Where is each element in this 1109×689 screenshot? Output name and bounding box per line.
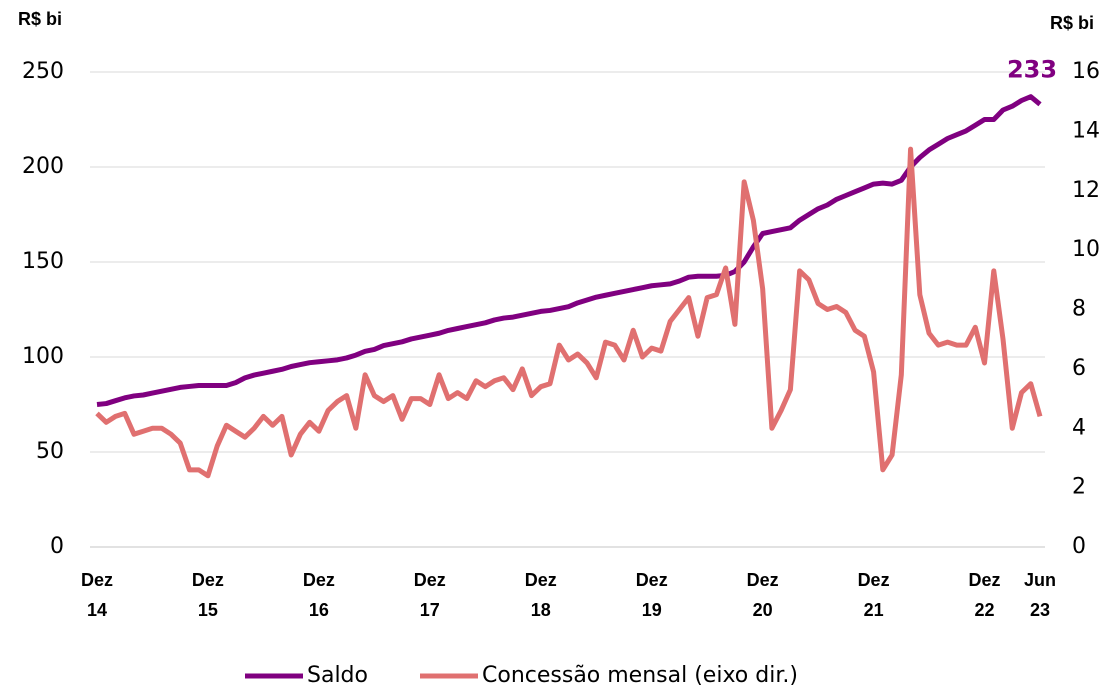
series-line <box>95 146 1043 479</box>
x-tick-label: Dez 20 <box>746 570 779 620</box>
y2-tick-label: 6 <box>1072 356 1086 381</box>
y2-tick-label: 12 <box>1072 178 1100 203</box>
x-tick-label: Dez 22 <box>968 570 1001 620</box>
y-tick-label: 150 <box>22 249 64 274</box>
x-tick-label: Dez 16 <box>302 570 335 620</box>
series-line <box>96 94 1042 407</box>
y-tick-label: 200 <box>22 154 64 179</box>
x-tick-label: Dez 18 <box>524 570 557 620</box>
y2-tick-label: 8 <box>1072 297 1086 322</box>
x-tick-label: Dez 19 <box>635 570 668 620</box>
y-tick-label: 250 <box>22 59 64 84</box>
x-tick-label: Dez 21 <box>857 570 890 620</box>
y2-tick-label: 0 <box>1072 534 1086 559</box>
legend-label: Saldo <box>307 663 368 688</box>
y-tick-label: 50 <box>36 439 64 464</box>
y-axis-label: R$ bi <box>18 9 62 29</box>
y2-tick-label: 10 <box>1072 237 1100 262</box>
y-tick-label: 100 <box>22 344 64 369</box>
annotation: 233 <box>1007 55 1057 83</box>
y2-tick-label: 2 <box>1072 475 1086 500</box>
x-tick-label: Dez 17 <box>413 570 446 620</box>
y2-tick-label: 14 <box>1072 118 1100 143</box>
x-tick-label: Jun 23 <box>1023 570 1056 620</box>
x-tick-label: Dez 15 <box>191 570 224 620</box>
legend-label: Concessão mensal (eixo dir.) <box>482 663 798 688</box>
y2-tick-label: 4 <box>1072 415 1086 440</box>
x-tick-label: Dez 14 <box>80 570 113 620</box>
y2-axis-label: R$ bi <box>1050 13 1094 33</box>
y-tick-label: 0 <box>50 534 64 559</box>
y2-tick-label: 16 <box>1072 59 1100 84</box>
